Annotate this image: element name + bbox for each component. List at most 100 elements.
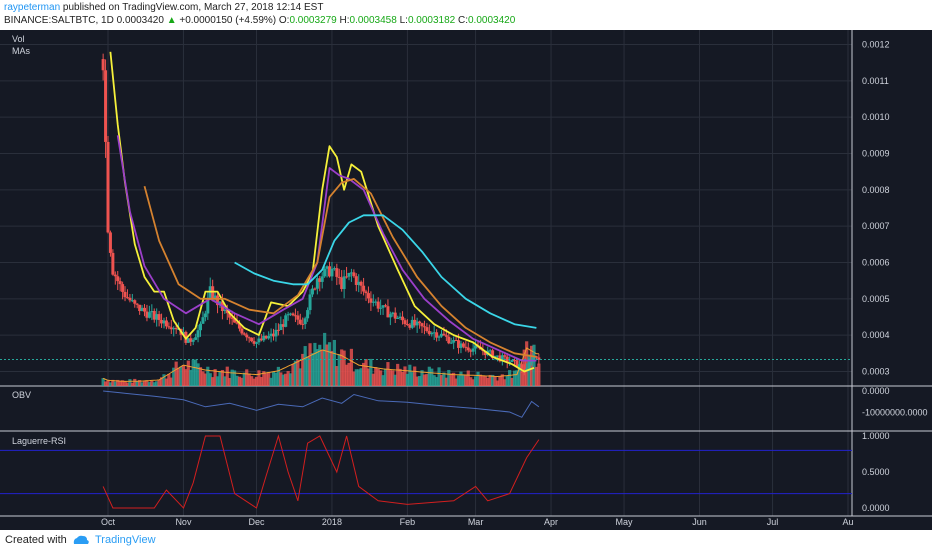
volume-bar <box>442 372 446 386</box>
candle-body <box>422 326 426 328</box>
volume-bar <box>310 353 315 386</box>
volume-bar <box>473 376 478 386</box>
candle-body <box>471 348 475 352</box>
volume-bar <box>318 344 322 386</box>
volume-bar <box>488 374 492 386</box>
volume-bar <box>483 375 487 386</box>
volume-bar <box>417 376 422 386</box>
price-tick-label: 0.0006 <box>862 257 890 267</box>
close-label: C: <box>458 15 468 26</box>
candle-body <box>401 316 405 321</box>
candle-body <box>262 335 266 341</box>
price-tick-label: 0.0009 <box>862 149 890 159</box>
volume-bar <box>269 377 273 386</box>
volume-bar <box>235 375 239 386</box>
candle-body <box>415 321 419 326</box>
volume-bar <box>245 369 249 386</box>
candle-body <box>150 311 154 313</box>
candle-body <box>247 337 251 339</box>
chart-svg[interactable]: Oct Nov Dec 2018 Feb Mar Apr May Jun Jul Au 0.0003 0… <box>0 30 932 530</box>
volume-bar <box>179 366 183 386</box>
volume-bar <box>391 370 395 386</box>
tradingview-brand[interactable]: TradingView <box>95 534 156 546</box>
candle-body <box>306 310 310 319</box>
volume-bar <box>111 379 115 386</box>
volume-bar <box>247 373 251 386</box>
volume-bar <box>135 381 139 386</box>
candle-body <box>279 324 283 331</box>
candle-body <box>359 281 363 286</box>
candle-body <box>172 328 176 330</box>
volume-bar <box>413 366 417 386</box>
volume-bar <box>452 372 456 386</box>
candle-body <box>513 359 517 361</box>
volume-bar <box>208 373 212 386</box>
candle-body <box>427 331 431 335</box>
volume-bar <box>128 379 132 386</box>
candle-body <box>194 337 198 340</box>
volume-bar <box>242 372 246 386</box>
volume-bar <box>398 368 402 386</box>
candle-body <box>337 276 341 278</box>
volume-bar <box>517 365 521 386</box>
volume-bar <box>184 369 188 386</box>
candle-body <box>335 268 339 277</box>
volume-bar <box>274 372 278 386</box>
volume-bar <box>101 378 105 386</box>
volume-bar <box>508 370 512 386</box>
volume-bar <box>432 375 436 386</box>
volume-bar <box>155 381 159 386</box>
candle-body <box>386 306 390 318</box>
volume-bar <box>237 376 242 386</box>
candle-body <box>352 272 356 277</box>
candle-body <box>298 319 302 324</box>
volume-bar <box>116 379 120 386</box>
volume-bar <box>303 346 307 386</box>
volume-bar <box>225 366 229 386</box>
volume-bar <box>296 359 300 386</box>
candle-body <box>203 313 207 318</box>
volume-bar <box>330 350 334 386</box>
volume-bar <box>164 378 169 386</box>
high-label: H: <box>339 15 350 26</box>
candle-body <box>133 300 137 304</box>
volume-bar <box>347 362 351 386</box>
volume-bar <box>481 375 485 386</box>
volume-bar <box>332 339 336 386</box>
rsi-tick-label: 0.0000 <box>862 503 890 513</box>
volume-bar <box>352 371 356 386</box>
candle-body <box>104 70 108 142</box>
volume-bar <box>466 370 470 386</box>
volume-bar <box>349 348 354 386</box>
volume-bar <box>186 360 190 386</box>
candle-body <box>366 293 370 299</box>
volume-bar <box>167 373 171 386</box>
date-tick-label: Mar <box>468 517 484 527</box>
candle-body <box>318 278 322 282</box>
symbol-label: BINANCE:SALTBTC, 1D <box>4 15 114 26</box>
candle-body <box>410 319 414 328</box>
author-link[interactable]: raypeterman <box>4 2 61 13</box>
date-tick-label: Dec <box>248 517 265 527</box>
candle-body <box>340 277 344 290</box>
volume-bar <box>288 373 293 386</box>
candle-body <box>293 315 297 317</box>
candle-body <box>162 320 166 324</box>
price-tick-label: 0.0007 <box>862 221 890 231</box>
volume-bar <box>444 377 448 386</box>
candle-body <box>379 307 383 309</box>
volume-bar <box>388 370 392 386</box>
chart-area[interactable]: Oct Nov Dec 2018 Feb Mar Apr May Jun Jul Au 0.0003 0… <box>0 30 932 530</box>
volume-bar <box>130 382 134 386</box>
tradingview-logo-icon[interactable] <box>72 534 90 545</box>
volume-bar <box>486 377 490 386</box>
change-arrow-icon: ▲ <box>166 15 177 26</box>
candle-body <box>223 309 227 312</box>
candle-body <box>230 317 234 319</box>
candle-body <box>522 368 526 372</box>
volume-bar <box>181 364 186 386</box>
volume-bar <box>515 370 519 386</box>
candle-body <box>330 268 334 277</box>
date-tick-label: Jun <box>692 517 707 527</box>
volume-bar <box>427 366 431 386</box>
